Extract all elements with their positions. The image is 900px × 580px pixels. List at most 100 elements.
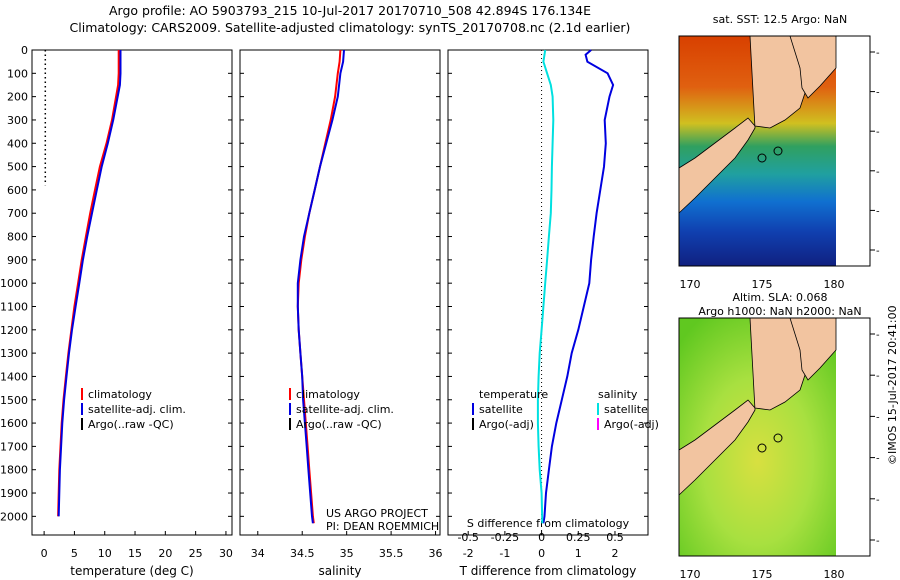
legend-label: climatology (296, 388, 360, 401)
temperature-series-line (57, 50, 120, 517)
depth-tick-label: 1000 (0, 277, 28, 290)
difference-frame (447, 49, 649, 536)
legend-header: salinity (598, 388, 638, 401)
depth-tick-label: 900 (7, 254, 28, 267)
lat-tick-label: -42 (876, 412, 880, 423)
lat-tick-label: -42 (876, 127, 880, 138)
lat-tick-label: -38 (876, 330, 880, 341)
depth-tick-label: 500 (7, 161, 28, 174)
title-line-1: Argo profile: AO 5903793_215 10-Jul-2017… (108, 3, 592, 18)
difference-series-line (536, 49, 555, 524)
sla-north-island (789, 317, 837, 381)
x-tick-label: -1 (499, 547, 510, 560)
lon-tick-label: 175 (752, 278, 773, 291)
legend-label: satellite-adj. clim. (88, 403, 186, 416)
legend-label: Argo(-adj) (604, 418, 659, 431)
x-tick-label: 25 (189, 547, 203, 560)
lat-tick-label: -48 (876, 536, 880, 547)
x-tick-label: 15 (128, 547, 142, 560)
lat-tick-label: -44 (876, 454, 880, 465)
depth-tick-label: 700 (7, 207, 28, 220)
x-tick-label: 36 (429, 547, 443, 560)
sla-map-frame (678, 317, 871, 557)
depth-tick-label: 1600 (0, 417, 28, 430)
difference-chart: -2 -1 0 1 2 -0.5 -0.25 0 0.25 0.5S difference fro… (447, 49, 659, 578)
salinity-xlabel: salinity (318, 564, 361, 578)
salinity-series-line (296, 49, 345, 524)
lat-tick-label: -38 (876, 48, 880, 59)
project-annotation: US ARGO PROJECT (326, 507, 428, 520)
x-tick-label: -2 (463, 547, 474, 560)
lon-tick-label: 180 (824, 568, 845, 580)
x-tick-label: 35 (340, 547, 354, 560)
s-tick-label: -0.25 (491, 531, 519, 544)
depth-tick-label: 1500 (0, 394, 28, 407)
sst-map: -38 -40 -42 -44 -46 -48 170 175 180 (678, 35, 880, 291)
depth-tick-label: 0 (21, 44, 28, 57)
x-tick-label: 1 (575, 547, 582, 560)
depth-tick-label: 300 (7, 114, 28, 127)
legend-label: satellite (479, 403, 523, 416)
difference-xlabel: T difference from climatology (459, 564, 637, 578)
sla-map-title-1: Altim. SLA: 0.068 (732, 291, 828, 304)
s-tick-label: 0 (538, 531, 545, 544)
lon-tick-label: 170 (680, 278, 701, 291)
sla-no-data (836, 318, 870, 556)
s-axis-label: S difference from climatology (467, 517, 630, 530)
lat-tick-label: -46 (876, 206, 880, 217)
depth-tick-label: 1400 (0, 370, 28, 383)
sla-island-marker (757, 443, 767, 453)
legend-header: temperature (479, 388, 548, 401)
salinity-series-line (296, 49, 342, 524)
x-tick-label: 0 (538, 547, 545, 560)
sst-map-title: sat. SST: 12.5 Argo: NaN (712, 13, 848, 26)
sst-north-island (789, 35, 837, 99)
x-tick-label: 34 (251, 547, 265, 560)
lat-tick-label: -40 (876, 371, 880, 382)
argo-position-marker (773, 146, 783, 156)
legend-label: climatology (88, 388, 152, 401)
legend-label: Argo(..raw -QC) (88, 418, 174, 431)
temperature-series-line (57, 50, 122, 517)
salinity-frame (239, 49, 441, 536)
depth-tick-label: 600 (7, 184, 28, 197)
depth-tick-label: 400 (7, 137, 28, 150)
depth-tick-label: 200 (7, 91, 28, 104)
sst-map-frame (678, 35, 871, 267)
s-tick-label: 0.5 (606, 531, 624, 544)
depth-tick-label: 2000 (0, 510, 28, 523)
sla-map-title-2: Argo h1000: NaN h2000: NaN (698, 305, 862, 318)
sst-island-marker (757, 153, 767, 163)
depth-tick-label: 1300 (0, 347, 28, 360)
sst-no-data (836, 36, 870, 266)
sla-land (678, 317, 813, 496)
salinity-chart: 34 34.5 35 35.5 36 salinity climatology satelli… (239, 49, 443, 578)
depth-tick-label: 1700 (0, 440, 28, 453)
x-tick-label: 2 (611, 547, 618, 560)
imos-stamp: ©IMOS 15-Jul-2017 20:41:00 (886, 305, 899, 465)
temperature-xlabel: temperature (deg C) (70, 564, 193, 578)
s-tick-label: -0.5 (457, 531, 478, 544)
sst-land (678, 35, 813, 214)
depth-tick-label: 800 (7, 231, 28, 244)
title-line-2: Climatology: CARS2009. Satellite-adjuste… (69, 20, 631, 35)
project-annotation: PI: DEAN ROEMMICH (326, 520, 439, 533)
lat-tick-label: -46 (876, 495, 880, 506)
lon-tick-label: 175 (752, 568, 773, 580)
temperature-chart: 0100200300400500600700800900100011001200… (0, 44, 233, 578)
difference-series-line (542, 49, 615, 524)
lat-tick-label: -48 (876, 246, 880, 257)
s-tick-label: 0.25 (566, 531, 591, 544)
depth-tick-label: 1900 (0, 487, 28, 500)
x-tick-label: 0 (41, 547, 48, 560)
lat-tick-label: -40 (876, 88, 880, 99)
depth-tick-label: 1200 (0, 324, 28, 337)
sla-map: -38 -40 -42 -44 -46 -48 170 175 180 (678, 317, 880, 580)
depth-tick-label: 1800 (0, 464, 28, 477)
depth-tick-label: 100 (7, 67, 28, 80)
legend-label: satellite (604, 403, 648, 416)
x-tick-label: 30 (219, 547, 233, 560)
x-tick-label: 20 (158, 547, 172, 560)
